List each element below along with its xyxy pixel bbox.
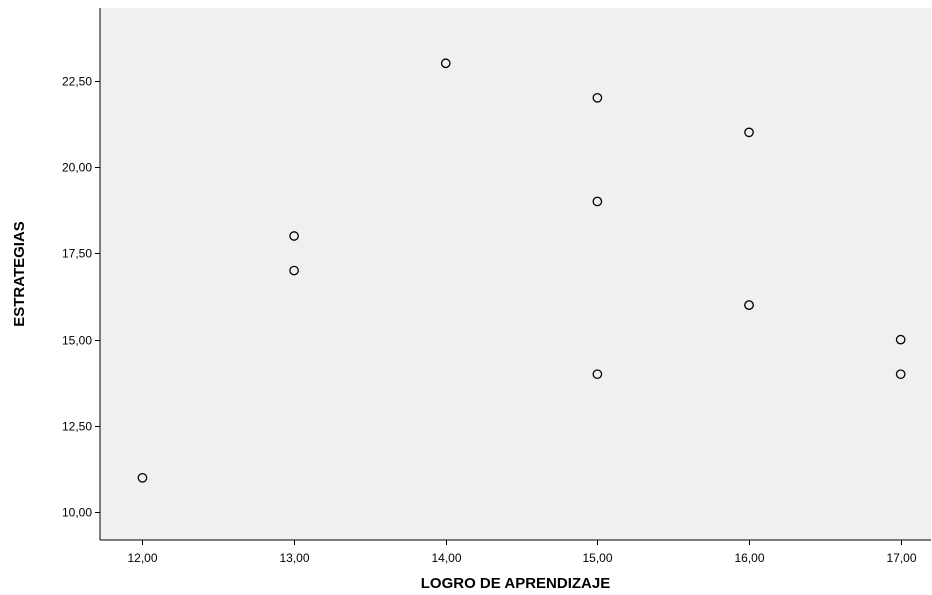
- y-tick-label: 12,50: [62, 420, 92, 434]
- data-point: [744, 127, 754, 138]
- data-point: [289, 265, 299, 276]
- data-point: [895, 334, 906, 345]
- data-point: [592, 369, 603, 380]
- y-tick-label: 10,00: [62, 506, 92, 520]
- x-tick-label: 17,00: [886, 551, 916, 565]
- data-point: [592, 196, 603, 207]
- x-tick-label: 16,00: [734, 551, 764, 565]
- data-points: [137, 58, 906, 483]
- x-axis-title: LOGRO DE APRENDIZAJE: [421, 575, 610, 592]
- data-point: [744, 300, 754, 310]
- data-point: [592, 92, 603, 103]
- x-axis: 12,00 13,00 14,00 15,00 16,00 17,00: [100, 539, 931, 565]
- y-tick-label: 15,00: [62, 334, 92, 348]
- data-point: [289, 231, 299, 241]
- y-tick-label: 17,50: [62, 247, 92, 261]
- plot-area: [100, 8, 931, 540]
- y-tick-label: 20,00: [62, 161, 92, 175]
- x-tick-label: 15,00: [582, 551, 612, 565]
- y-tick-label: 22,50: [62, 75, 92, 89]
- y-axis-title: ESTRATEGIAS: [11, 221, 28, 327]
- x-tick-label: 13,00: [279, 551, 309, 565]
- data-point: [895, 369, 906, 380]
- y-axis: 10,00 12,50 15,00 17,50 20,00 22,50: [62, 8, 101, 540]
- x-tick-label: 14,00: [431, 551, 461, 565]
- x-tick-label: 12,00: [127, 551, 157, 565]
- data-point: [440, 58, 451, 69]
- data-point: [137, 472, 148, 483]
